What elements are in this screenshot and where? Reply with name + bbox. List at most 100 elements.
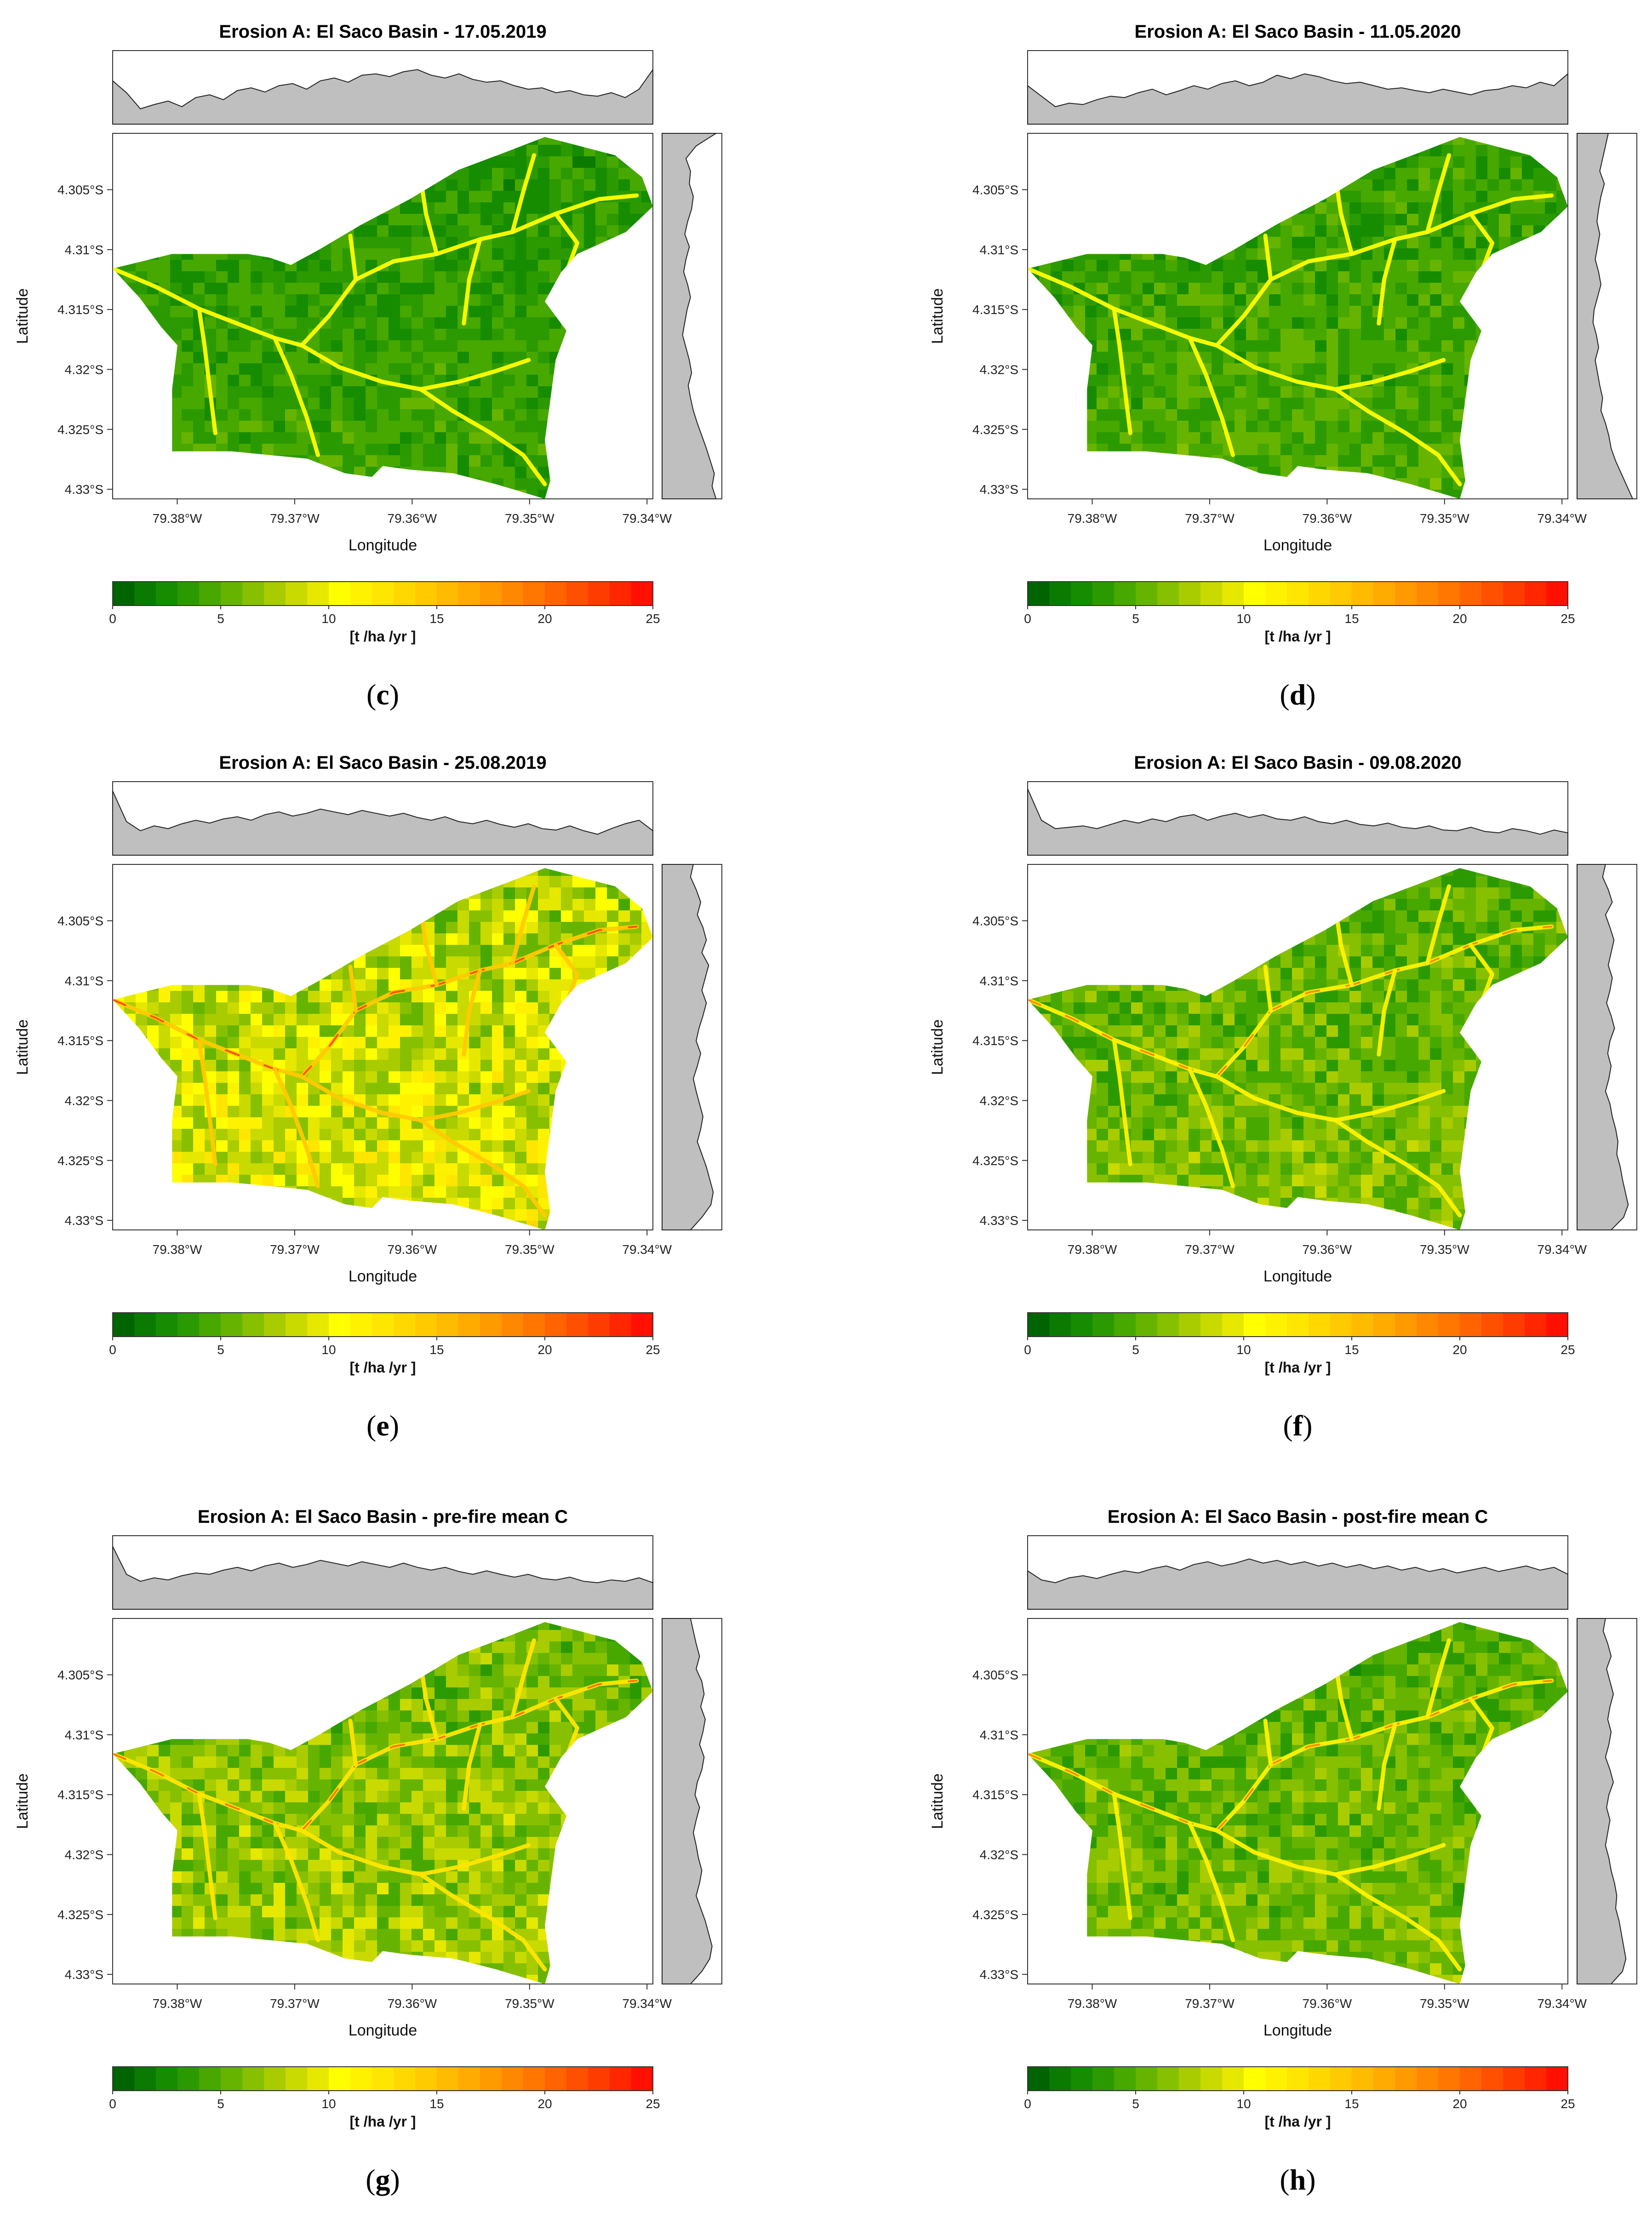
raster-cell — [480, 1186, 492, 1198]
raster-cell — [1246, 317, 1258, 329]
raster-cell — [366, 956, 377, 968]
raster-cell — [1487, 145, 1499, 157]
raster-cell — [595, 910, 607, 922]
raster-cell — [549, 876, 561, 888]
raster-cell — [193, 294, 205, 306]
raster-cell — [480, 455, 492, 467]
raster-cell — [366, 421, 377, 433]
raster-cell — [515, 271, 527, 283]
raster-cell — [1189, 317, 1200, 329]
raster-cell — [366, 455, 377, 467]
raster-cell — [1326, 306, 1338, 318]
raster-cell — [400, 1037, 412, 1049]
raster-cell — [1154, 260, 1166, 272]
raster-cell — [1349, 363, 1361, 375]
raster-cell — [147, 260, 159, 272]
raster-cell — [515, 340, 527, 352]
raster-cell — [412, 1186, 423, 1198]
raster-cell — [331, 1014, 343, 1026]
raster-cell — [538, 1117, 550, 1129]
colorbar-swatch — [156, 1313, 178, 1337]
raster-cell — [1108, 363, 1120, 375]
raster-cell — [1303, 283, 1315, 295]
raster-cell — [228, 363, 240, 375]
raster-cell — [1418, 455, 1430, 467]
raster-cell — [561, 156, 573, 168]
raster-cell — [239, 409, 251, 421]
raster-cell — [1269, 283, 1281, 295]
raster-cell — [239, 340, 251, 352]
raster-cell — [549, 168, 561, 180]
raster-cell — [607, 956, 619, 968]
raster-cell — [434, 1025, 446, 1037]
raster-cell — [182, 421, 194, 433]
raster-cell — [228, 352, 240, 364]
raster-cell — [503, 968, 515, 980]
colorbar-swatch — [1503, 582, 1525, 606]
raster-cell — [1246, 398, 1258, 410]
raster-cell — [1407, 329, 1419, 341]
raster-cell — [262, 1048, 274, 1060]
raster-cell — [308, 1117, 320, 1129]
raster-cell — [1108, 271, 1120, 283]
stream-line — [1377, 237, 1397, 326]
raster-cell — [1303, 398, 1315, 410]
raster-cell — [1315, 432, 1327, 444]
raster-cell — [285, 306, 297, 318]
raster-cell — [1453, 317, 1465, 329]
raster-cell — [389, 1175, 400, 1187]
raster-cell — [193, 421, 205, 433]
stream-line — [113, 997, 304, 1079]
raster-cell — [354, 294, 366, 306]
raster-cell — [1338, 455, 1350, 467]
raster-cell — [1384, 363, 1396, 375]
raster-cell — [389, 1152, 400, 1164]
raster-cell — [320, 1175, 332, 1187]
raster-cell — [492, 237, 504, 249]
raster-cell — [320, 1163, 332, 1175]
raster-cell — [182, 991, 194, 1003]
raster-cell — [1430, 467, 1442, 479]
raster-cell — [1441, 421, 1453, 433]
raster-cell — [515, 1198, 527, 1210]
raster-cell — [274, 306, 286, 318]
raster-cell — [538, 1014, 550, 1026]
raster-cell — [1280, 225, 1292, 237]
y-tick-label: 4.315°S — [972, 303, 1018, 317]
raster-cell — [423, 1106, 435, 1118]
raster-cell — [377, 317, 389, 329]
raster-cell — [434, 1060, 446, 1072]
raster-cell — [1131, 283, 1143, 295]
raster-cell — [389, 386, 400, 398]
raster-cell — [538, 956, 550, 968]
raster-cell — [1338, 375, 1350, 387]
raster-cell — [343, 340, 354, 352]
raster-cell — [400, 421, 412, 433]
raster-cell — [1085, 271, 1097, 283]
raster-cell — [549, 191, 561, 203]
raster-cell — [228, 398, 240, 410]
raster-cell — [182, 409, 194, 421]
colorbar-swatch — [372, 1313, 394, 1337]
raster-cell — [182, 1002, 194, 1014]
raster-cell — [446, 945, 458, 957]
raster-cell — [1384, 899, 1396, 911]
colorbar-swatch — [566, 1313, 589, 1337]
raster-cell — [285, 1025, 297, 1037]
raster-cell — [1407, 168, 1419, 180]
raster-cell — [1212, 283, 1223, 295]
raster-cell — [1120, 260, 1132, 272]
raster-cell — [354, 1048, 366, 1060]
raster-cell — [1269, 421, 1281, 433]
raster-cell — [354, 432, 366, 444]
raster-cell — [1418, 887, 1430, 899]
raster-cell — [1097, 306, 1109, 318]
raster-cell — [503, 1186, 515, 1198]
raster-cell — [1441, 260, 1453, 272]
raster-cell — [1315, 455, 1327, 467]
raster-cell — [331, 1186, 343, 1198]
raster-cell — [262, 283, 274, 295]
raster-cell — [412, 421, 423, 433]
raster-cell — [515, 1152, 527, 1164]
raster-cell — [561, 968, 573, 980]
